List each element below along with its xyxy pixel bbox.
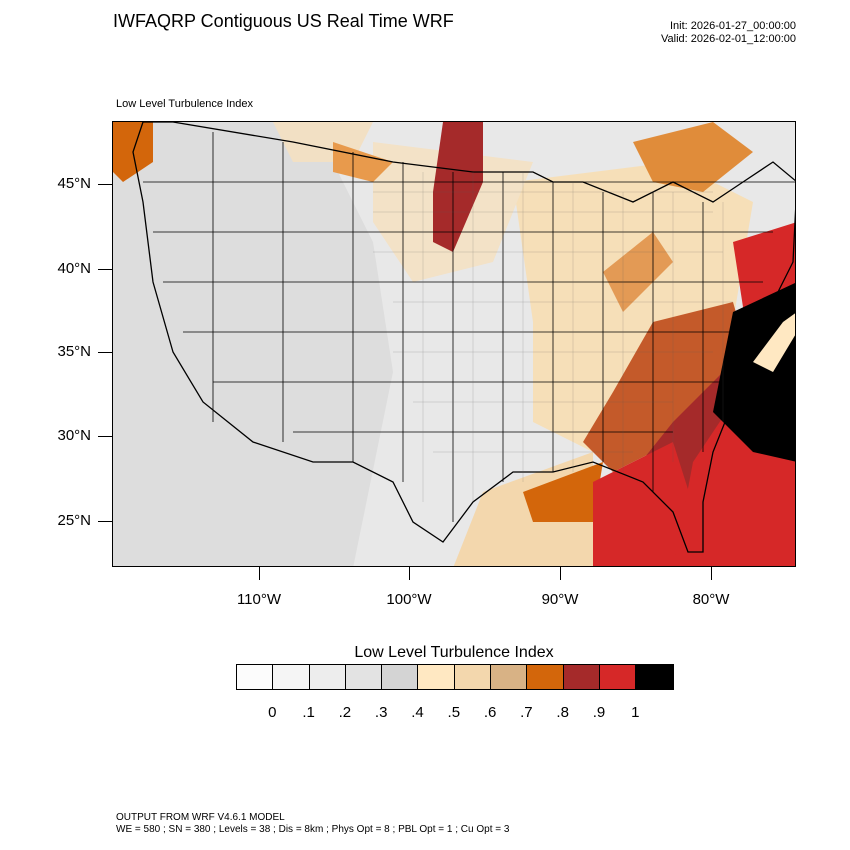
state-lines <box>143 132 795 522</box>
lon-tick-90 <box>560 567 561 580</box>
footer-line-1: OUTPUT FROM WRF V4.6.1 MODEL <box>116 812 285 823</box>
colorbar-box <box>345 665 383 689</box>
init-time: Init: 2026-01-27_00:00:00 <box>670 20 796 32</box>
colorbar-label: .3 <box>374 704 388 721</box>
colorbar-box <box>563 665 600 689</box>
map-subtitle: Low Level Turbulence Index <box>116 98 253 110</box>
footer-line-2: WE = 580 ; SN = 380 ; Levels = 38 ; Dis … <box>116 824 510 835</box>
turbulence-map <box>113 122 795 566</box>
colorbar-box <box>599 665 637 689</box>
colorbar-title: Low Level Turbulence Index <box>354 644 554 661</box>
colorbar-label: .5 <box>447 704 461 721</box>
map-panel <box>112 121 796 567</box>
lon-label-90: 90°W <box>541 591 579 608</box>
plot-title: IWFAQRP Contiguous US Real Time WRF <box>113 11 454 31</box>
gulfstream-streak <box>753 313 795 372</box>
colorbar-label: .6 <box>483 704 497 721</box>
colorbar-label: .4 <box>411 704 424 721</box>
lat-label-35: 35°N <box>57 343 91 360</box>
lat-tick-45 <box>98 184 112 185</box>
lon-label-100: 100°W <box>386 591 432 608</box>
lat-tick-30 <box>98 436 112 437</box>
lat-tick-40 <box>98 269 112 270</box>
atlantic-black <box>713 282 795 462</box>
lon-tick-100 <box>409 567 410 580</box>
colorbar <box>236 664 674 690</box>
colorbar-box <box>382 665 419 689</box>
lon-label-80: 80°W <box>692 591 730 608</box>
west-field <box>113 122 393 566</box>
colorbar-box <box>454 665 492 689</box>
southeast-orange <box>583 302 753 472</box>
model-info: OUTPUT FROM WRF V4.6.1 MODEL WE = 580 ; … <box>116 812 509 836</box>
lon-tick-80 <box>711 567 712 580</box>
plains-red <box>433 122 483 252</box>
county-lines <box>373 172 733 502</box>
colorbar-label: 1 <box>631 704 640 721</box>
lat-label-40: 40°N <box>57 260 91 277</box>
lat-tick-25 <box>98 521 112 522</box>
colorbar-box <box>636 665 673 689</box>
valid-time: Valid: 2026-02-01_12:00:00 <box>661 33 796 45</box>
lon-label-110: 110°W <box>236 591 282 608</box>
colorbar-box <box>527 665 564 689</box>
montana-orange <box>333 142 393 182</box>
colorbar-label: .8 <box>556 704 569 721</box>
conus-outline <box>132 122 795 553</box>
lon-tick-110 <box>259 567 260 580</box>
colorbar-box <box>491 665 528 689</box>
colorbar-label: 0 <box>268 704 277 721</box>
canada-orange <box>633 122 753 192</box>
lat-label-25: 25°N <box>57 512 91 529</box>
colorbar-box <box>418 665 455 689</box>
colorbar-label: .2 <box>338 704 352 721</box>
colorbar-label: .7 <box>520 704 533 721</box>
lat-tick-35 <box>98 352 112 353</box>
colorbar-label: .1 <box>302 704 315 721</box>
lat-label-45: 45°N <box>57 175 91 192</box>
lat-label-30: 30°N <box>57 427 91 444</box>
run-times: Init: 2026-01-27_00:00:00 Valid: 2026-02… <box>661 20 796 46</box>
colorbar-box <box>309 665 346 689</box>
colorbar-box <box>237 665 274 689</box>
colorbar-label: .9 <box>592 704 606 721</box>
gulf-orange <box>523 462 603 522</box>
colorbar-box <box>273 665 310 689</box>
